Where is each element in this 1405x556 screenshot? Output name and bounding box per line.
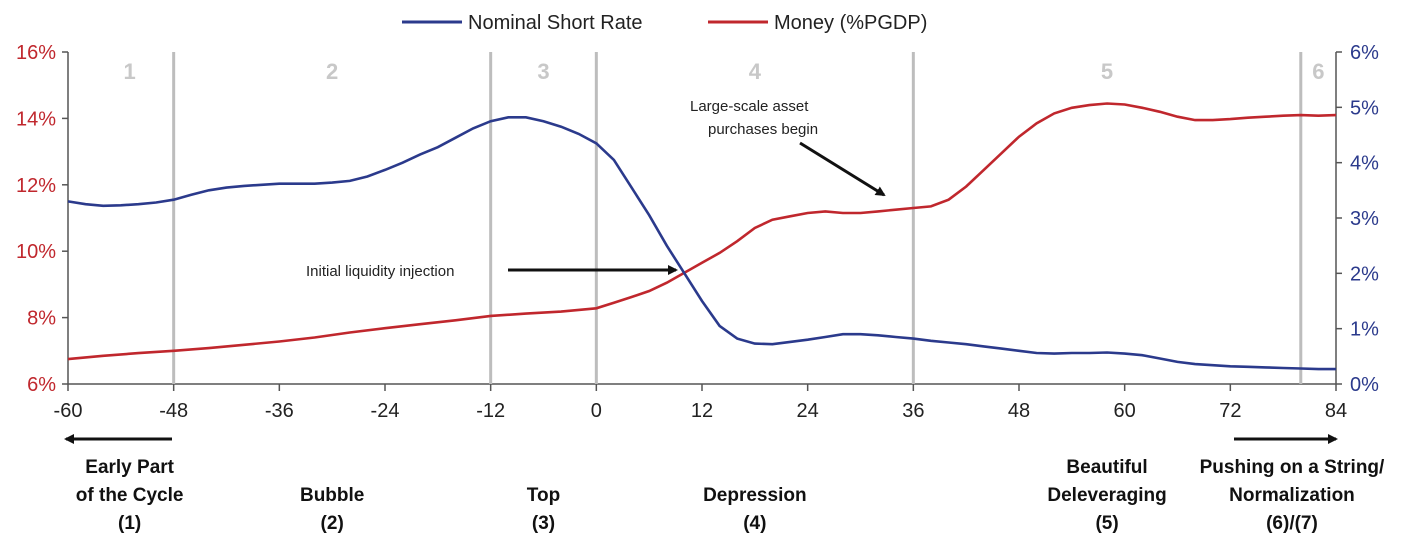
- phase-label-line: Beautiful: [1066, 457, 1147, 478]
- phase-label-line: Early Part: [85, 457, 174, 478]
- left-tick-label: 12%: [16, 175, 56, 197]
- phase-number: 5: [1101, 59, 1113, 84]
- series-line-money: [67, 102, 1337, 361]
- phase-label-line: Depression: [703, 485, 806, 506]
- x-axis-ticks: -60 -48 -36 -24 -12 0 12 24 36 48 60 72 84: [54, 384, 1347, 422]
- x-tick-label: 36: [902, 400, 924, 422]
- legend-label-money: Money (%PGDP): [774, 12, 927, 34]
- phase-label-line: Top: [527, 485, 560, 506]
- x-tick-label: 84: [1325, 400, 1347, 422]
- phase-label-line: Pushing on a String/: [1200, 457, 1385, 478]
- series-line-short-rate: [67, 116, 1336, 371]
- phase-label-line: (4): [743, 513, 766, 534]
- phase-numbers: 1 2 3 4 5 6: [124, 59, 1325, 84]
- phase-number: 1: [124, 59, 136, 84]
- x-tick-label: 72: [1219, 400, 1241, 422]
- x-tick-label: 24: [797, 400, 819, 422]
- annotation-lsap-arrow: [799, 141, 886, 197]
- left-axis-ticks: 6% 8% 10% 12% 14% 16%: [16, 42, 68, 396]
- left-tick-label: 8%: [27, 308, 56, 330]
- left-tick-label: 6%: [27, 374, 56, 396]
- left-tick-label: 10%: [16, 241, 56, 263]
- annotation-liquidity: Initial liquidity injection: [306, 263, 678, 280]
- phase-label-line: (6)/(7): [1266, 513, 1318, 534]
- x-tick-label: -24: [371, 400, 400, 422]
- phase-label-line: (1): [118, 513, 141, 534]
- right-tick-label: 0%: [1350, 374, 1379, 396]
- left-tick-label: 16%: [16, 42, 56, 64]
- right-tick-label: 2%: [1350, 263, 1379, 285]
- right-axis-ticks: 0% 1% 2% 3% 4% 5% 6%: [1336, 42, 1379, 396]
- phase-label-line: Deleveraging: [1047, 485, 1166, 506]
- right-tick-label: 3%: [1350, 208, 1379, 230]
- x-tick-label: -36: [265, 400, 294, 422]
- phase-label-line: (2): [321, 513, 344, 534]
- legend-label-short-rate: Nominal Short Rate: [468, 12, 643, 34]
- phase-number: 6: [1312, 59, 1324, 84]
- x-tick-label: -12: [476, 400, 505, 422]
- phase-number: 2: [326, 59, 338, 84]
- x-tick-label: -48: [159, 400, 188, 422]
- right-tick-label: 6%: [1350, 42, 1379, 64]
- phase-label-line: (3): [532, 513, 555, 534]
- phase-labels: Early Part of the Cycle (1) Bubble (2) Top (3)…: [76, 457, 1385, 534]
- annotation-liquidity-text: Initial liquidity injection: [306, 263, 454, 280]
- phase-number: 4: [749, 59, 762, 84]
- x-tick-label: 60: [1114, 400, 1136, 422]
- x-tick-label: 48: [1008, 400, 1030, 422]
- left-tick-label: 14%: [16, 108, 56, 130]
- annotation-lsap-text-line1: Large-scale asset: [690, 98, 809, 115]
- x-tick-label: 0: [591, 400, 602, 422]
- annotation-lsap-text-line2: purchases begin: [708, 121, 818, 138]
- x-tick-label: -60: [54, 400, 83, 422]
- phase-label-line: of the Cycle: [76, 485, 184, 506]
- right-tick-label: 1%: [1350, 319, 1379, 341]
- phase-label-line: Bubble: [300, 485, 364, 506]
- phase-boundaries: [172, 52, 1303, 384]
- legend: Nominal Short Rate Money (%PGDP): [402, 12, 927, 34]
- right-tick-label: 5%: [1350, 97, 1379, 119]
- phase-label-line: Normalization: [1229, 485, 1355, 506]
- annotation-lsap: Large-scale asset purchases begin: [690, 98, 886, 197]
- x-tick-label: 12: [691, 400, 713, 422]
- right-tick-label: 4%: [1350, 153, 1379, 175]
- phase-label-line: (5): [1095, 513, 1118, 534]
- phase-number: 3: [537, 59, 549, 84]
